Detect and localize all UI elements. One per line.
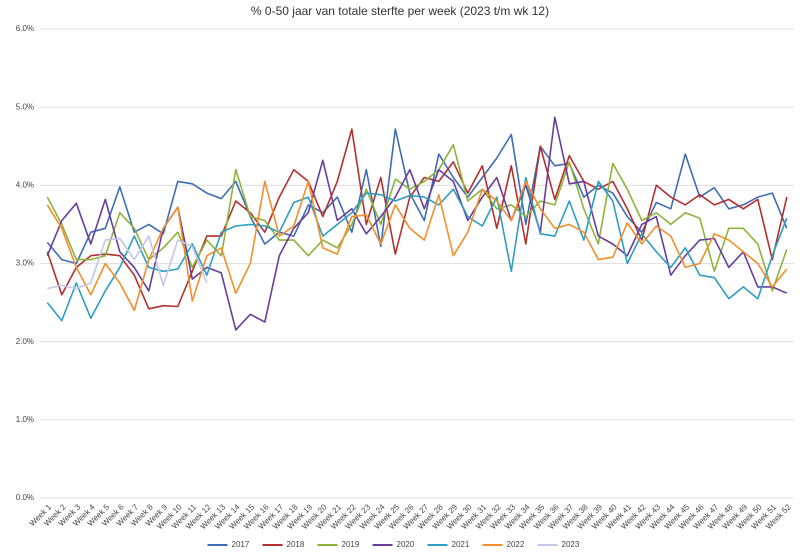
series-line xyxy=(46,180,788,312)
legend-label: 2021 xyxy=(452,540,470,549)
legend-label: 2018 xyxy=(287,540,305,549)
legend-label: 2019 xyxy=(342,540,360,549)
series-line xyxy=(46,116,788,331)
series-line xyxy=(47,235,208,290)
y-tick-label: 6.0% xyxy=(16,24,34,33)
legend-label: 2017 xyxy=(232,540,250,549)
y-tick-label: 4.0% xyxy=(16,180,34,189)
y-tick-label: 5.0% xyxy=(16,102,34,111)
chart-title: % 0-50 jaar van totale sterfte per week … xyxy=(251,4,549,18)
series-line xyxy=(46,176,788,322)
y-tick-label: 1.0% xyxy=(16,415,34,424)
y-tick-label: 0.0% xyxy=(16,493,34,502)
legend-label: 2022 xyxy=(507,540,525,549)
legend-label: 2023 xyxy=(562,540,580,549)
series-line xyxy=(46,143,788,292)
legend-label: 2020 xyxy=(397,540,415,549)
series-line xyxy=(46,128,788,265)
series-line xyxy=(46,128,788,310)
y-tick-label: 3.0% xyxy=(16,259,34,268)
y-tick-label: 2.0% xyxy=(16,337,34,346)
